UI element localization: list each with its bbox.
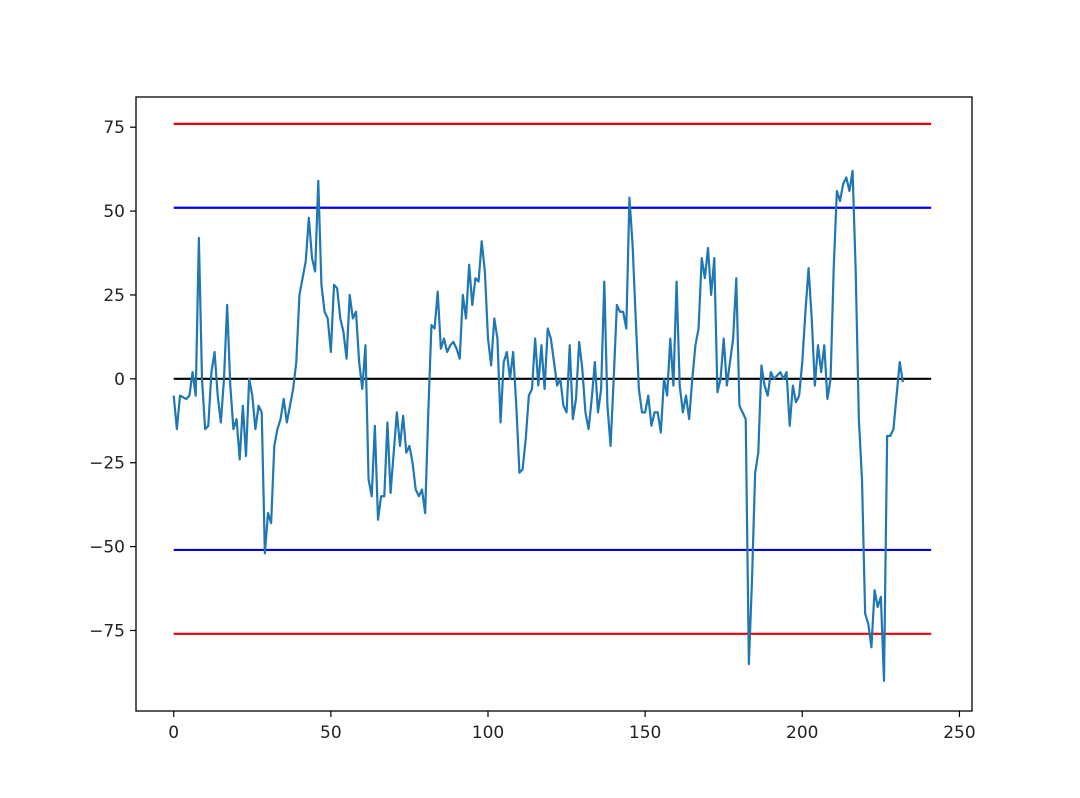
y-axis: −75 −50 −25 0 25 50 75 xyxy=(89,118,136,641)
x-tick-label-1: 50 xyxy=(320,723,342,743)
x-tick-label-2: 100 xyxy=(472,723,504,743)
y-tick-label-6: 75 xyxy=(103,118,125,138)
series-line-0 xyxy=(172,169,904,682)
x-axis: 0 50 100 150 200 250 xyxy=(168,711,976,743)
x-tick-label-4: 200 xyxy=(786,723,818,743)
plot-frame xyxy=(135,96,973,712)
series-layer xyxy=(172,169,904,682)
x-tick-label-5: 250 xyxy=(943,723,975,743)
reference-lines xyxy=(173,122,932,635)
x-tick-label-3: 150 xyxy=(629,723,661,743)
y-tick-label-5: 50 xyxy=(103,202,125,222)
x-tick-label-0: 0 xyxy=(168,723,179,743)
y-tick-label-3: 0 xyxy=(114,370,125,390)
y-tick-label-2: −25 xyxy=(89,454,125,474)
y-tick-label-4: 25 xyxy=(103,286,125,306)
y-tick-label-0: −75 xyxy=(89,621,125,641)
y-tick-label-1: −50 xyxy=(89,538,125,558)
